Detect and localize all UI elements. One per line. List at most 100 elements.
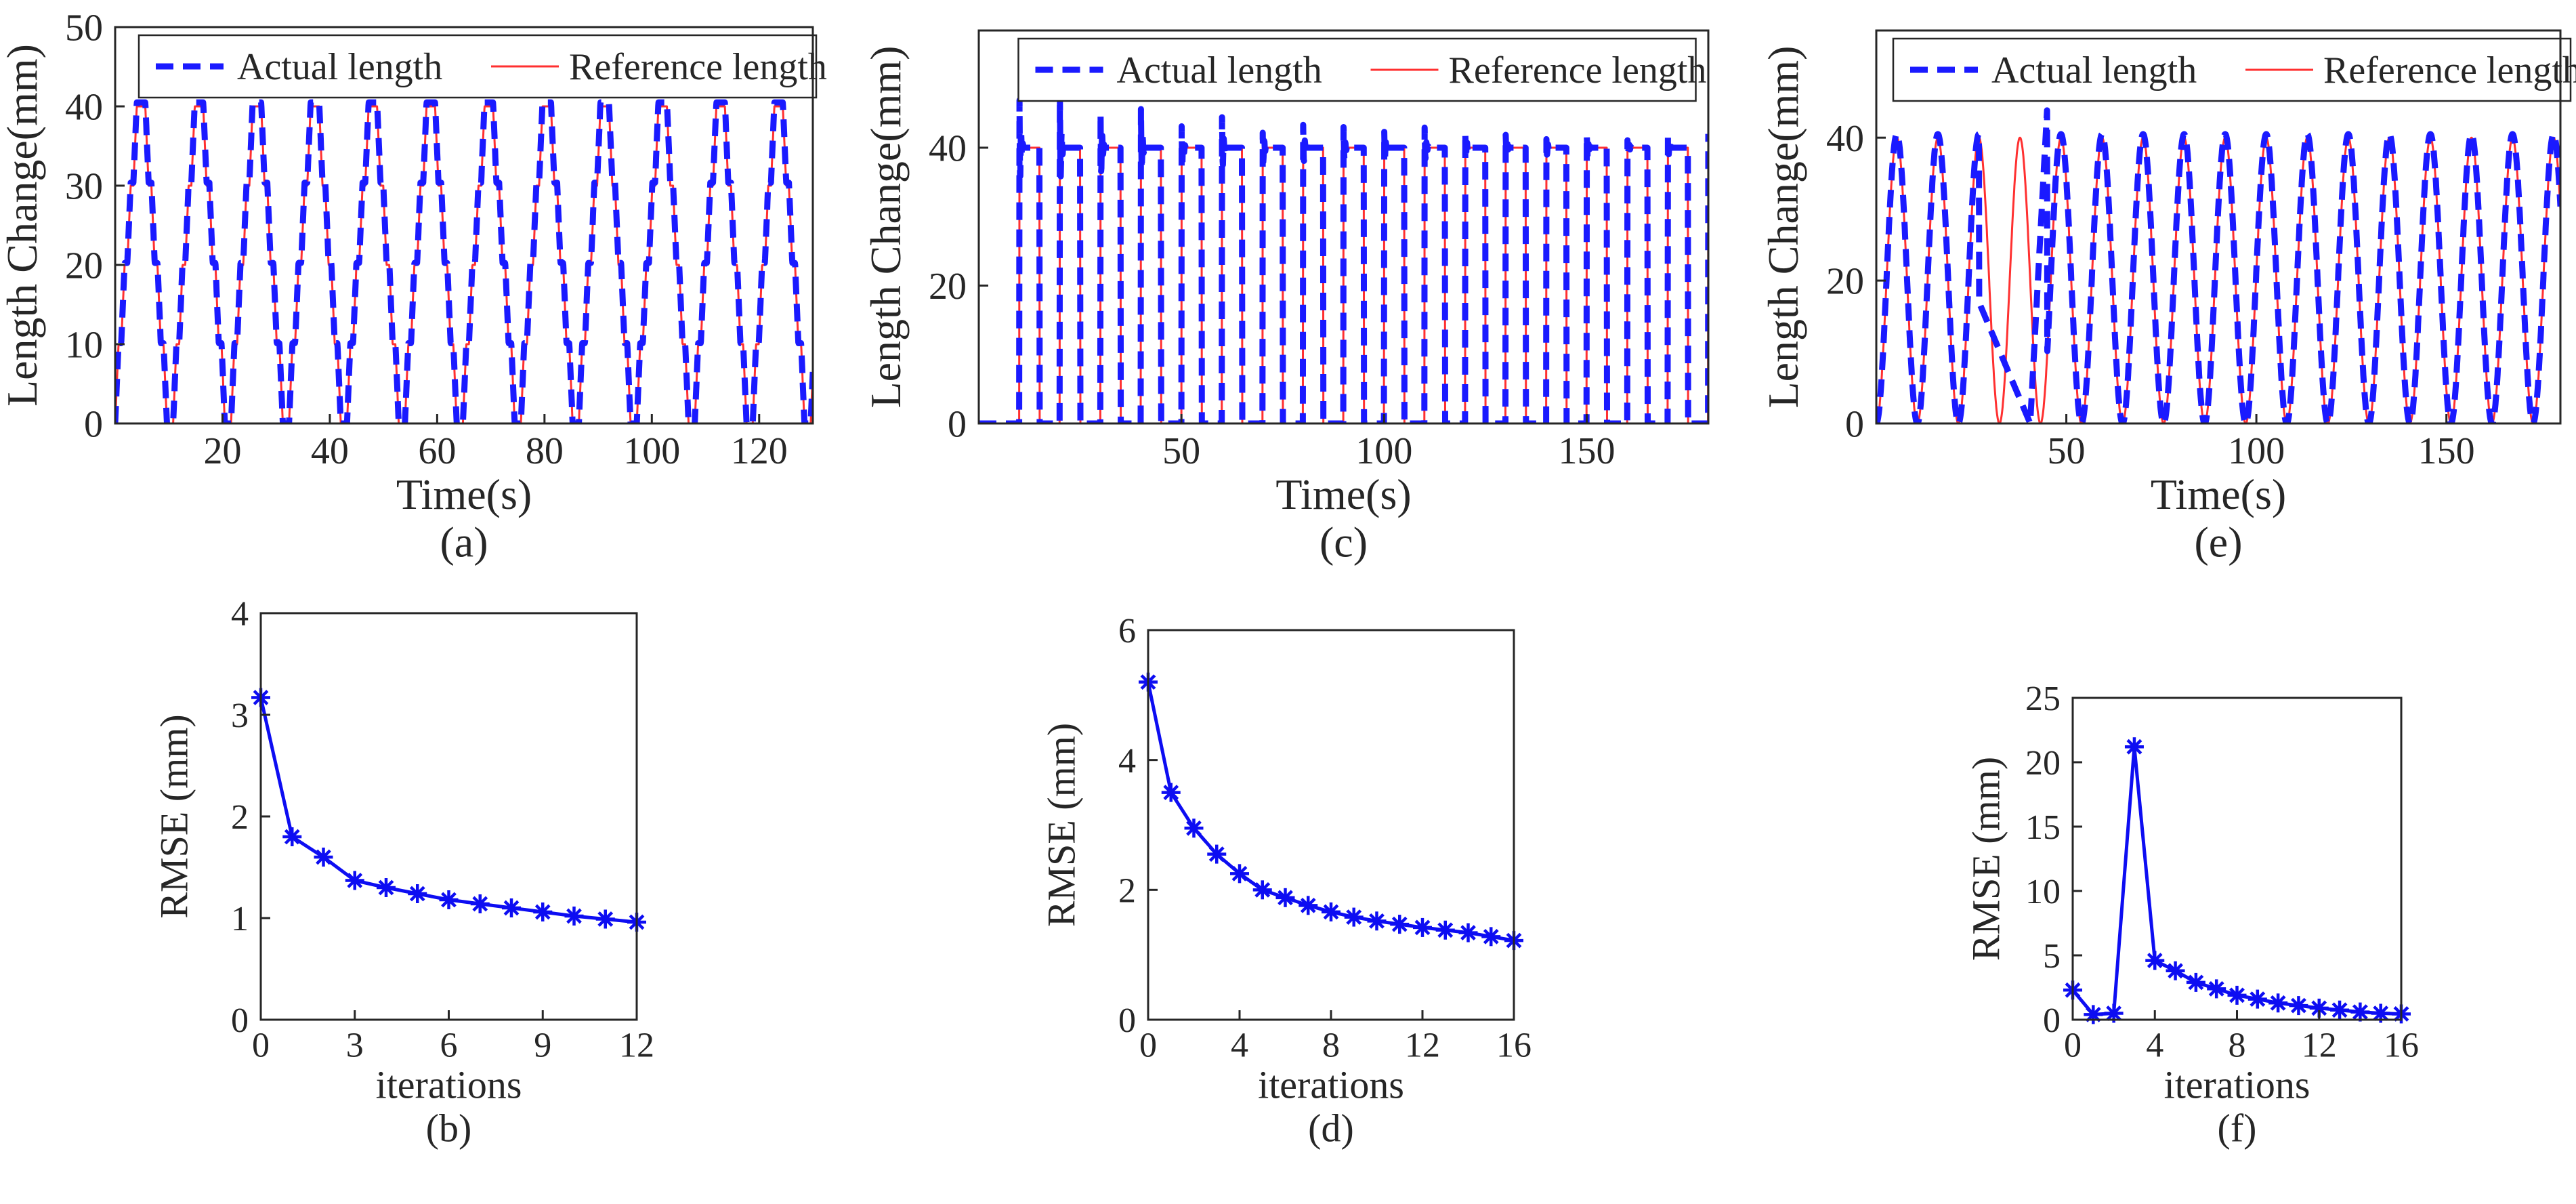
- x-tick-label: 0: [252, 1026, 270, 1065]
- panel-label: (d): [1308, 1106, 1354, 1150]
- legend: Actual length Reference length: [138, 34, 827, 99]
- series-line: [115, 99, 813, 423]
- rmse-line: [1146, 682, 1515, 942]
- legend-entry: Reference length: [569, 46, 827, 88]
- panel-label: (b): [426, 1106, 472, 1150]
- x-tick-label: 150: [2418, 430, 2475, 472]
- series-line: [979, 91, 1708, 423]
- plot-frame: [2071, 697, 2403, 1021]
- data-point: [1298, 896, 1318, 915]
- x-tick-label: 20: [203, 430, 241, 472]
- y-tick-label: 5: [2043, 937, 2061, 976]
- panel-label: (c): [1319, 518, 1368, 566]
- plot-frame: [114, 26, 814, 425]
- data-point: [282, 827, 302, 846]
- x-axis-label: Time(s): [2151, 470, 2286, 518]
- x-tick-label: 0: [1139, 1026, 1157, 1065]
- x-tick-label: 6: [440, 1026, 458, 1065]
- data-point: [1367, 911, 1387, 931]
- y-tick-label: 0: [948, 404, 967, 446]
- data-point: [1413, 917, 1432, 937]
- chart-panel-e: Actual length Reference length 50 100 150 0 20…: [1759, 29, 2576, 566]
- y-tick-label: 2: [231, 798, 249, 837]
- data-point: [502, 898, 521, 917]
- data-point: [2145, 951, 2165, 970]
- y-tick-label: 20: [929, 266, 967, 308]
- y-axis-label: Length Change(mm): [862, 46, 910, 409]
- plot-area: [1876, 107, 2560, 423]
- data-point: [1322, 902, 1340, 921]
- plot-frame: [1147, 629, 1515, 1021]
- panel-label: (e): [2194, 518, 2242, 566]
- data-point: [1390, 915, 1410, 934]
- legend-box: [1892, 37, 2572, 102]
- x-tick-label: 80: [526, 430, 564, 472]
- data-point: [314, 848, 333, 867]
- legend-entry: Actual length: [1117, 49, 1322, 91]
- x-tick-label: 9: [534, 1026, 551, 1065]
- y-tick-label: 0: [84, 404, 103, 446]
- x-tick-label: 3: [346, 1026, 364, 1065]
- data-point: [564, 907, 584, 926]
- legend-entry: Actual length: [237, 46, 442, 88]
- x-axis-label: Time(s): [1275, 470, 1411, 518]
- data-point: [1252, 880, 1272, 900]
- data-point: [595, 909, 615, 929]
- legend-entry: Actual length: [1991, 49, 2197, 91]
- y-tick-label: 3: [231, 697, 249, 735]
- y-axis-label: RMSE (mm): [1964, 757, 2008, 961]
- y-axis-label: RMSE (mm): [1040, 723, 1084, 927]
- data-point: [1207, 844, 1227, 864]
- x-axis-label: iterations: [376, 1063, 522, 1107]
- y-tick-label: 10: [2025, 873, 2061, 911]
- data-point: [2124, 737, 2144, 757]
- y-tick-label: 15: [2025, 808, 2061, 847]
- data-point: [2247, 989, 2267, 1009]
- y-tick-label: 4: [1118, 742, 1136, 781]
- y-tick-label: 0: [1118, 1001, 1136, 1040]
- plot-frame: [1875, 29, 2562, 425]
- y-tick-label: 6: [1118, 612, 1136, 650]
- chart-panel-f: 0 4 8 12 16 0 5 10 15 20 25 iterations RMSE (mm) (f): [1964, 680, 2420, 1150]
- y-tick-label: 40: [929, 128, 967, 170]
- y-tick-label: 20: [1826, 261, 1864, 303]
- x-tick-label: 8: [2229, 1026, 2246, 1065]
- data-point: [2207, 979, 2226, 999]
- x-tick-label: 12: [619, 1026, 654, 1065]
- y-tick-label: 4: [231, 595, 249, 634]
- data-point: [2268, 993, 2288, 1013]
- data-point: [1275, 888, 1295, 907]
- data-point: [377, 878, 396, 897]
- data-point: [2084, 1005, 2103, 1024]
- legend-box: [1017, 37, 1697, 102]
- y-axis-label: Length Change(mm): [0, 44, 46, 407]
- data-point: [2289, 996, 2308, 1016]
- x-tick-label: 60: [418, 430, 456, 472]
- data-point: [2227, 985, 2247, 1005]
- x-tick-label: 100: [623, 430, 680, 472]
- x-tick-label: 40: [311, 430, 349, 472]
- data-point: [1344, 907, 1364, 927]
- x-tick-label: 50: [1162, 430, 1200, 472]
- x-tick-label: 100: [1355, 430, 1412, 472]
- chart-panel-c: Actual length Reference length 50 100 150 0 20…: [862, 29, 1710, 566]
- legend: Actual length Reference length: [1892, 37, 2576, 102]
- data-point: [470, 894, 490, 913]
- x-tick-label: 16: [1496, 1026, 1532, 1065]
- series-line: [115, 105, 813, 423]
- rmse-line: [2071, 746, 2402, 1016]
- data-point: [2330, 1000, 2350, 1020]
- y-tick-label: 30: [65, 166, 103, 208]
- x-axis-label: iterations: [2164, 1063, 2310, 1107]
- y-tick-label: 20: [65, 245, 103, 287]
- data-point: [533, 902, 553, 921]
- y-tick-label: 20: [2025, 744, 2061, 783]
- x-axis-label: iterations: [1258, 1063, 1404, 1107]
- x-tick-label: 12: [1405, 1026, 1440, 1065]
- plot-area: [115, 99, 813, 423]
- data-point: [1230, 864, 1249, 884]
- y-tick-label: 25: [2025, 680, 2061, 718]
- data-point: [1458, 923, 1478, 942]
